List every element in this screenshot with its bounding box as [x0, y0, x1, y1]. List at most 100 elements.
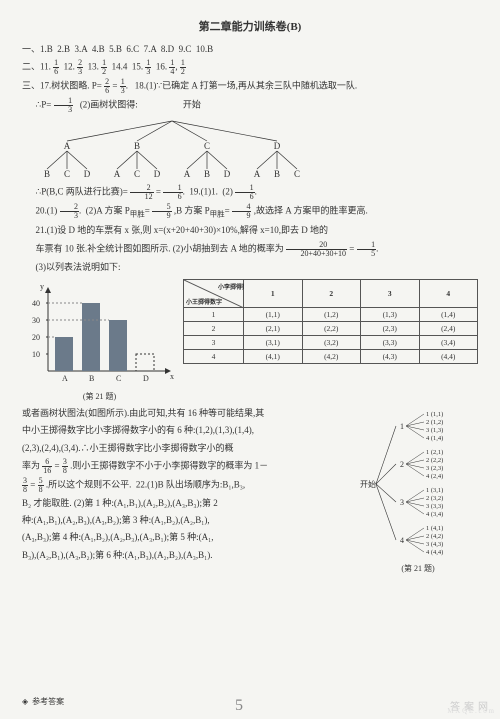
th-4: 4 — [419, 280, 478, 308]
svg-text:A: A — [254, 169, 261, 179]
svg-text:D: D — [154, 169, 161, 179]
para-t1: 或者画树状图法(如图所示).由此可知,共有 16 种等可能结果,其 — [22, 406, 354, 421]
frac-fa: 616 — [42, 458, 52, 475]
svg-text:B: B — [204, 169, 210, 179]
svg-text:3 (3,3): 3 (3,3) — [426, 503, 443, 510]
para-t4: 率为 616 = 38 .则小王掷得数字不小于小李掷得数字的概率为 1－ — [22, 458, 354, 475]
q20-l2: (2)A 方案 P — [86, 206, 130, 216]
frac-fc: 38 — [22, 477, 28, 494]
svg-text:C: C — [116, 374, 121, 383]
frac-16a: 14 — [169, 59, 175, 76]
table-row: 1(1,1)(1,2)(1,3)(1,4) — [184, 308, 478, 322]
svg-text:1 (1,1): 1 (1,1) — [426, 411, 443, 418]
tree-diagram-1: ABCD BCD ACD ABD ABC — [22, 117, 478, 179]
handwritten-number: 5 — [235, 697, 243, 715]
tree2-caption: (第 21 题) — [358, 563, 478, 574]
q21-eq: = — [349, 243, 354, 253]
svg-text:3 (1,3): 3 (1,3) — [426, 427, 443, 434]
line-18b: ∴P= 13 (2)画树状图得: 开始 — [22, 97, 478, 114]
l17a: 三、17.树状图略. — [22, 81, 90, 91]
bar-chart: y x 10 20 30 40 A B — [22, 279, 177, 402]
q20-sub2: 甲胜 — [210, 210, 225, 219]
svg-text:40: 40 — [32, 299, 40, 308]
svg-text:4 (2,4): 4 (2,4) — [426, 473, 443, 480]
s1-a4: 4.B — [92, 44, 105, 54]
q20-eq1: = — [145, 206, 150, 216]
q21-dot: . — [376, 243, 378, 253]
para-t5b: .所以这个规则不公平. — [46, 479, 132, 489]
q20-sub1: 甲胜 — [130, 210, 145, 219]
svg-text:D: D — [274, 141, 281, 151]
svg-text:B: B — [134, 141, 140, 151]
svg-text:2 (2,2): 2 (2,2) — [426, 457, 443, 464]
para-t4a: 率为 — [22, 460, 40, 470]
table-row: 2(2,1)(2,2)(2,3)(2,4) — [184, 322, 478, 336]
peq: P= — [92, 81, 102, 91]
frac-p19: 212 — [130, 184, 154, 201]
footer-text: 参考答案 — [32, 696, 64, 707]
q20-f1: 23 — [60, 203, 80, 220]
svg-text:B: B — [89, 374, 94, 383]
frac-11: 16 — [53, 59, 59, 76]
q21-l3: (3)以列表法说明如下: — [22, 260, 478, 275]
svg-text:B: B — [44, 169, 50, 179]
th-3: 3 — [361, 280, 420, 308]
q20-l4: ,故选择 A 方案甲的胜率更高. — [254, 206, 368, 216]
s2-13: 13. — [88, 62, 99, 72]
s1-a7: 7.A — [144, 44, 157, 54]
q20-l3: ,B 方案 P — [174, 206, 210, 216]
svg-text:B: B — [274, 169, 280, 179]
s1-a2: 2.B — [57, 44, 70, 54]
q20-l1: 20.(1) — [36, 206, 58, 216]
frac-p19r: 16 — [163, 184, 183, 201]
s1-a8: 8.D — [161, 44, 174, 54]
svg-text:开始: 开始 — [360, 479, 376, 489]
frac-p17: 26 — [104, 78, 110, 95]
diamond-icon: ◈ — [22, 697, 28, 706]
chart-table-row: y x 10 20 30 40 A B — [22, 279, 478, 402]
eq2: = — [156, 187, 161, 197]
para-t2: 中小王掷得数字比小李掷得数字小的有 6 种:(1,2),(1,3),(1,4), — [22, 423, 354, 438]
svg-text:4 (4,4): 4 (4,4) — [426, 549, 443, 556]
q20: 20.(1) 23. (2)A 方案 P甲胜= 59 ,B 方案 P甲胜= 49… — [22, 203, 478, 221]
svg-text:2: 2 — [400, 460, 404, 469]
tree-top-label: 开始 — [183, 100, 201, 110]
svg-text:C: C — [134, 169, 140, 179]
q20-eq2: = — [225, 206, 230, 216]
svg-text:小王掷得数字: 小王掷得数字 — [185, 298, 222, 306]
svg-text:1 (4,1): 1 (4,1) — [426, 525, 443, 532]
svg-text:C: C — [204, 141, 210, 151]
svg-text:y: y — [40, 282, 44, 291]
svg-text:A: A — [62, 374, 68, 383]
s1-a3: 3.A — [75, 44, 88, 54]
svg-text:2 (4,2): 2 (4,2) — [426, 533, 443, 540]
svg-text:1 (3,1): 1 (3,1) — [426, 487, 443, 494]
s2-prefix: 二、11. — [22, 62, 51, 72]
q21-fr: 15 — [357, 241, 377, 258]
table-diag-header: 小李掷得数字 小王掷得数字 — [184, 280, 244, 308]
table-row: 3(3,1)(3,2)(3,3)(3,4) — [184, 336, 478, 350]
table-row: 4(4,1)(4,2)(4,3)(4,4) — [184, 350, 478, 364]
q20-f3: 49 — [232, 203, 252, 220]
probability-table: 小李掷得数字 小王掷得数字 1 2 3 4 1(1,1)(1,2)(1,3)(1… — [183, 279, 478, 364]
svg-text:1: 1 — [400, 422, 404, 431]
watermark-url: M X Q E . c o m — [447, 707, 494, 715]
svg-text:D: D — [143, 374, 149, 383]
svg-text:C: C — [64, 169, 70, 179]
section2: 二、11. 16 12. 23 13. 12 14.4 15. 13 16. 1… — [22, 59, 478, 76]
svg-text:3: 3 — [400, 498, 404, 507]
para-t5: 38 = 58 .所以这个规则不公平. 22.(1)B 队出场顺序为:B₁,B₃… — [22, 477, 354, 494]
q21-l2t: 车票有 10 张.补全统计图如图所示. (2)小胡抽到去 A 地的概率为 — [36, 243, 284, 253]
th-2: 2 — [302, 280, 361, 308]
l18a: 18.(1)∵已确定 A 打第一场,再从其余三队中随机选取一队. — [135, 81, 357, 91]
para-t3: (2,3),(2,4),(3,4).∴小王掷得数字比小李掷得数字小的概 — [22, 441, 354, 456]
svg-text:D: D — [224, 169, 231, 179]
th-1: 1 — [244, 280, 303, 308]
q22b: B₂ 才能取胜. (2)第 1 种:(A₁,B₁),(A₂,B₂),(A₃,B₃… — [22, 496, 354, 511]
l19a: ∴P(B,C 两队进行比赛)= — [36, 187, 128, 197]
s1-a9: 9.C — [179, 44, 192, 54]
s1-a5: 5.B — [109, 44, 122, 54]
s1-prefix: 一、1. — [22, 44, 47, 54]
svg-text:1 (2,1): 1 (2,1) — [426, 449, 443, 456]
q22c: 种:(A₁,B₁),(A₂,B₃),(A₃,B₂);第 3 种:(A₁,B₂),… — [22, 513, 354, 528]
